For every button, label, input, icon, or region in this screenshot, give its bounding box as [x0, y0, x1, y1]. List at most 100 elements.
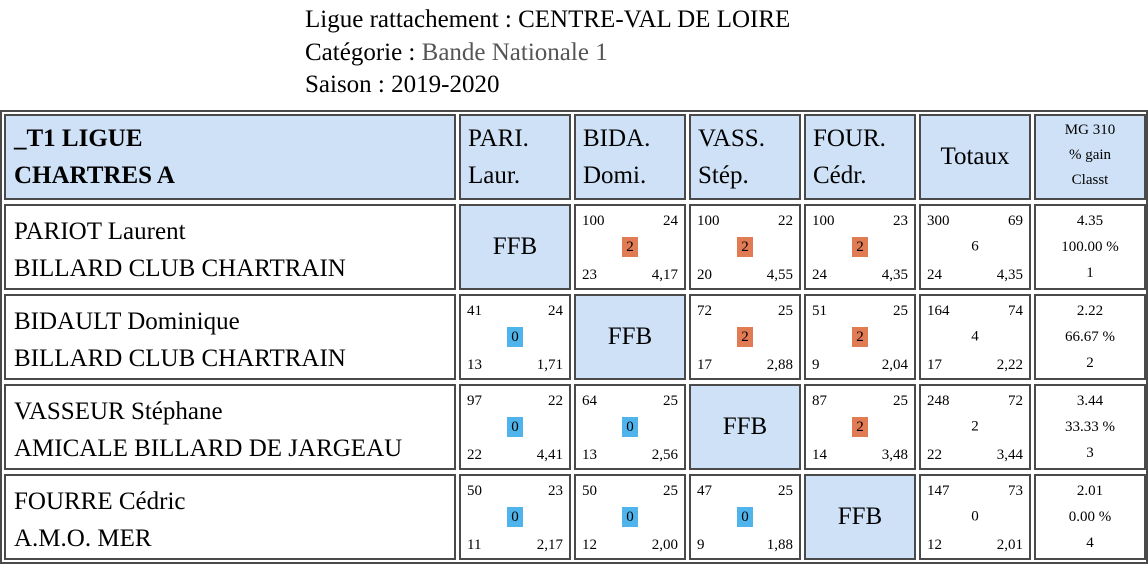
- points-value: 100: [812, 213, 835, 229]
- stats-cell: 2.01 0.00 % 4: [1034, 474, 1146, 560]
- loss-badge: 0: [622, 417, 638, 437]
- pct-gain-value: 100.00 %: [1061, 239, 1119, 255]
- loss-badge: 0: [737, 507, 753, 527]
- column-header-line1: BIDA.: [583, 125, 651, 152]
- points-value: 87: [812, 393, 827, 409]
- win-badge: 2: [852, 417, 868, 437]
- total-points-value: 300: [927, 213, 950, 229]
- reprises-value: 23: [548, 483, 563, 499]
- serie-value: 12: [582, 537, 597, 553]
- match-result-cell: 97 22 22 4,41 0: [459, 384, 571, 470]
- player-cell: BIDAULT Dominique BILLARD CLUB CHARTRAIN: [4, 294, 456, 380]
- total-points-value: 164: [927, 303, 950, 319]
- classement-label: Classt: [1071, 172, 1109, 188]
- moyenne-value: 2,04: [881, 357, 908, 373]
- points-value: 50: [582, 483, 597, 499]
- total-moyenne-value: 2,22: [996, 357, 1023, 373]
- moyenne-value: 1,88: [766, 537, 793, 553]
- team-name-line2: CHARTRES A: [14, 162, 175, 189]
- reprises-value: 22: [548, 393, 563, 409]
- categorie-label: Catégorie :: [305, 39, 416, 66]
- points-value: 41: [467, 303, 482, 319]
- win-badge: 2: [852, 327, 868, 347]
- pct-gain-value: 33.33 %: [1065, 419, 1115, 435]
- match-result-cell: 50 25 12 2,00 0: [574, 474, 686, 560]
- match-points-value: 6: [971, 238, 979, 255]
- ffb-label: FFB: [722, 413, 768, 440]
- player-club: A.M.O. MER: [14, 525, 152, 552]
- totals-cell: 248 72 22 3,44 2: [919, 384, 1031, 470]
- pct-gain-value: 0.00 %: [1068, 509, 1112, 525]
- match-result-cell: 100 22 20 4,55 2: [689, 204, 801, 290]
- player-name: PARIOT Laurent: [14, 218, 186, 245]
- totals-cell: 300 69 24 4,35 6: [919, 204, 1031, 290]
- ffb-cell: FFB: [804, 474, 916, 560]
- pct-gain-label: % gain: [1068, 147, 1112, 163]
- ligue-label: Ligue rattachement :: [305, 6, 512, 33]
- mg-label: MG 310: [1064, 122, 1116, 138]
- best-serie-value: 12: [927, 537, 942, 553]
- serie-value: 24: [812, 267, 827, 283]
- moyenne-value: 2,17: [536, 537, 563, 553]
- moyenne-value: 1,71: [536, 357, 563, 373]
- reprises-value: 25: [778, 483, 793, 499]
- player-cell: FOURRE Cédric A.M.O. MER: [4, 474, 456, 560]
- stats-cell: 2.22 66.67 % 2: [1034, 294, 1146, 380]
- column-header-line2: Cédr.: [813, 162, 867, 189]
- moyenne-value: 2,88: [766, 357, 793, 373]
- mg-value: 2.01: [1076, 483, 1104, 499]
- column-header-line2: Stép.: [698, 162, 749, 189]
- reprises-value: 22: [778, 213, 793, 229]
- totals-cell: 147 73 12 2,01 0: [919, 474, 1031, 560]
- column-header-line2: Domi.: [583, 162, 647, 189]
- ffb-label: FFB: [837, 503, 883, 530]
- pct-gain-value: 66.67 %: [1065, 329, 1115, 345]
- win-badge: 2: [737, 327, 753, 347]
- player-cell: PARIOT Laurent BILLARD CLUB CHARTRAIN: [4, 204, 456, 290]
- win-badge: 2: [852, 237, 868, 257]
- saison-label: Saison :: [305, 71, 385, 98]
- ffb-label: FFB: [607, 323, 653, 350]
- serie-value: 13: [582, 447, 597, 463]
- serie-value: 17: [697, 357, 712, 373]
- column-header-line2: Laur.: [468, 162, 521, 189]
- serie-value: 14: [812, 447, 827, 463]
- column-header-line1: FOUR.: [813, 125, 886, 152]
- reprises-value: 24: [663, 213, 678, 229]
- reprises-value: 25: [663, 483, 678, 499]
- ffb-label: FFB: [492, 233, 538, 260]
- player-name: FOURRE Cédric: [14, 488, 186, 515]
- saison-line: Saison : 2019-2020: [305, 68, 499, 101]
- totaux-header: Totaux: [919, 114, 1031, 200]
- totaux-label: Totaux: [940, 143, 1010, 170]
- match-result-cell: 87 25 14 3,48 2: [804, 384, 916, 470]
- match-result-cell: 64 25 13 2,56 0: [574, 384, 686, 470]
- reprises-value: 25: [893, 303, 908, 319]
- total-reprises-value: 69: [1008, 213, 1023, 229]
- player-club: AMICALE BILLARD DE JARGEAU: [14, 435, 403, 462]
- rank-value: 3: [1086, 445, 1094, 461]
- points-value: 51: [812, 303, 827, 319]
- serie-value: 22: [467, 447, 482, 463]
- match-result-cell: 100 23 24 4,35 2: [804, 204, 916, 290]
- serie-value: 9: [812, 357, 820, 373]
- column-header-vass: VASS. Stép.: [689, 114, 801, 200]
- serie-value: 23: [582, 267, 597, 283]
- team-name-line1: _T1 LIGUE: [14, 125, 143, 152]
- serie-value: 20: [697, 267, 712, 283]
- points-value: 47: [697, 483, 712, 499]
- player-club: BILLARD CLUB CHARTRAIN: [14, 345, 346, 372]
- loss-badge: 0: [507, 507, 523, 527]
- points-value: 100: [697, 213, 720, 229]
- reprises-value: 23: [893, 213, 908, 229]
- moyenne-value: 2,00: [651, 537, 678, 553]
- saison-value: 2019-2020: [391, 71, 500, 98]
- total-moyenne-value: 4,35: [996, 267, 1023, 283]
- moyenne-value: 4,55: [766, 267, 793, 283]
- ffb-cell: FFB: [459, 204, 571, 290]
- total-reprises-value: 74: [1008, 303, 1023, 319]
- player-cell: VASSEUR Stéphane AMICALE BILLARD DE JARGE…: [4, 384, 456, 470]
- player-club: BILLARD CLUB CHARTRAIN: [14, 255, 346, 282]
- moyenne-value: 4,35: [881, 267, 908, 283]
- serie-value: 9: [697, 537, 705, 553]
